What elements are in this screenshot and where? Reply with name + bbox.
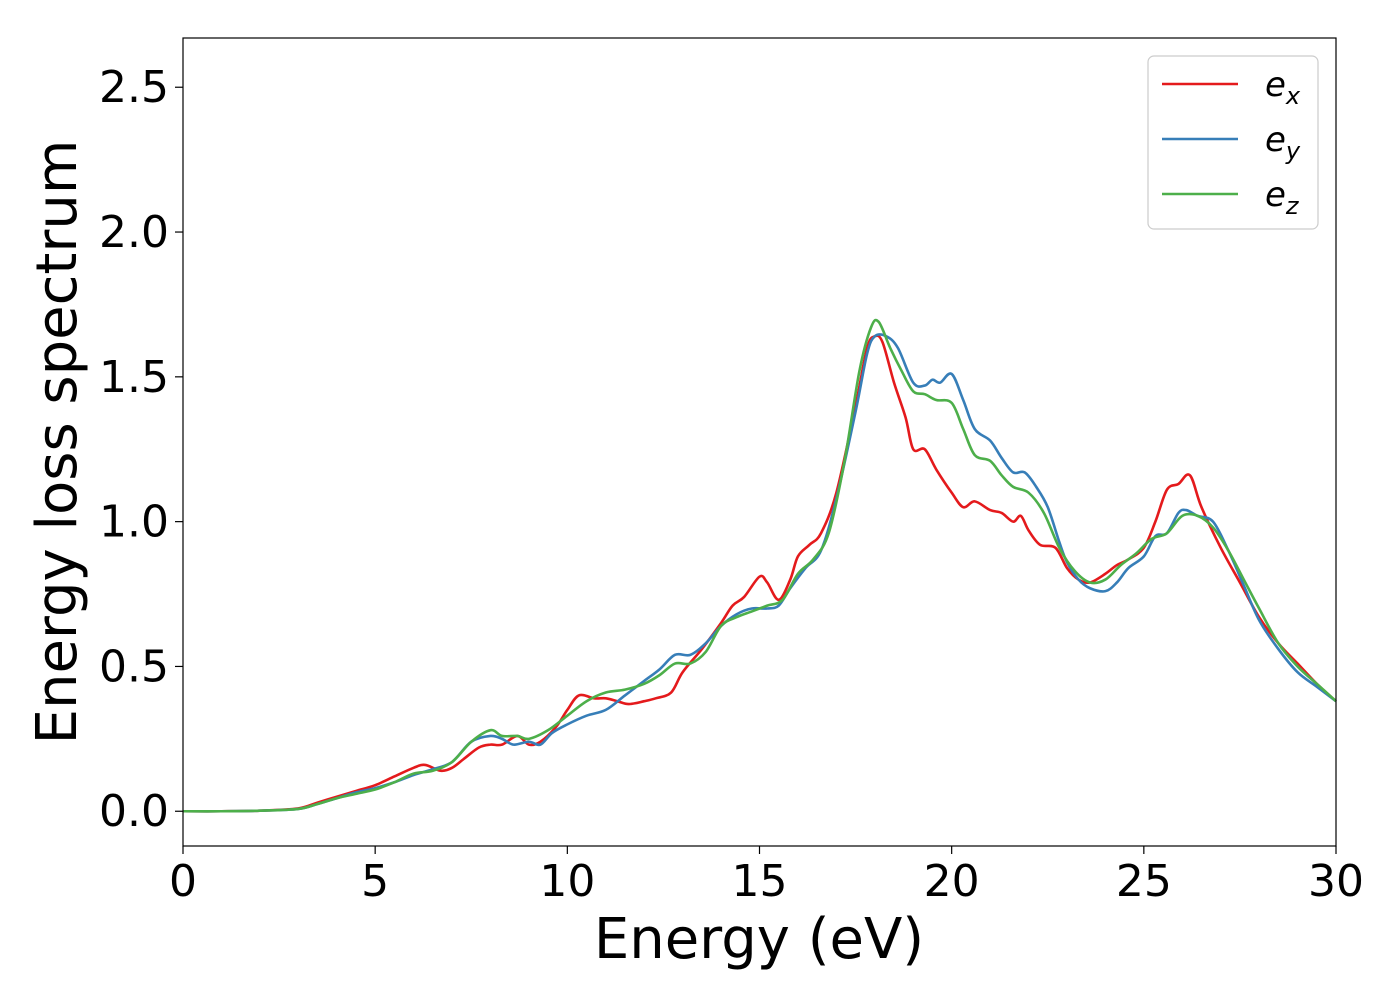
y-tick-label: 2.5 (99, 62, 169, 113)
plot-frame (182, 37, 1337, 847)
legend-label-e-x: ex (1265, 65, 1301, 110)
series-line-e-z (182, 318, 1337, 813)
y-tick-label: 1.5 (99, 352, 169, 403)
x-tick-label: 5 (361, 856, 389, 907)
legend-label-e-z: ez (1265, 175, 1300, 220)
x-tick-label: 30 (1308, 856, 1364, 907)
x-tick-label: 25 (1116, 856, 1172, 907)
x-tick-label: 20 (924, 856, 980, 907)
y-tick-label: 1.0 (99, 497, 169, 548)
y-tick-label: 2.0 (99, 207, 169, 258)
x-axis-title: Energy (eV) (594, 907, 924, 972)
x-tick-label: 15 (732, 856, 788, 907)
plot-lines (182, 318, 1337, 813)
axis-ticks: 0 5 10 15 20 25 30 0.0 0.5 1.0 1.5 2.0 2.5 (99, 62, 1364, 907)
series-line-e-y (182, 333, 1337, 813)
legend: ex ey ez (1147, 55, 1319, 230)
y-axis-title: Energy loss spectrum (25, 140, 90, 745)
y-tick-label: 0.0 (99, 786, 169, 837)
series-line-e-x (182, 334, 1337, 813)
legend-box (1147, 55, 1319, 230)
x-tick-label: 0 (169, 856, 197, 907)
x-tick-label: 10 (539, 856, 595, 907)
y-tick-label: 0.5 (99, 641, 169, 692)
legend-label-e-y: ey (1265, 120, 1301, 165)
